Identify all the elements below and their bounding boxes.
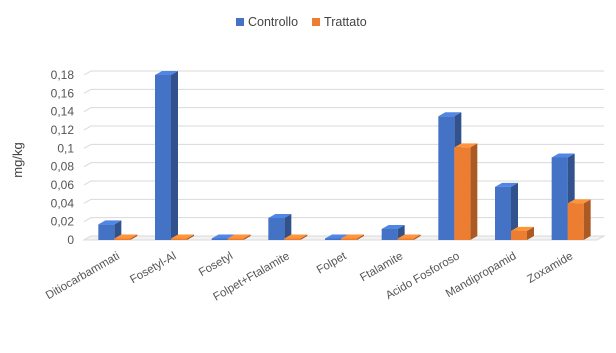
x-category-label: Fosetyl [197, 250, 235, 279]
bar-trattato [341, 234, 364, 240]
y-tick-label: 0 [67, 233, 74, 247]
y-tick-label: 0,06 [51, 178, 75, 192]
x-category-label: Zoxamide [525, 250, 575, 286]
bar-trattato [511, 226, 534, 240]
legend-label: Controllo [248, 15, 298, 29]
x-category-label: Ditiocarbammati [44, 250, 122, 302]
gridline [83, 217, 604, 223]
y-tick-label: 0,18 [51, 68, 75, 82]
x-axis-labels: Ditiocarbammati Fosetyl-Al FosetylFolpet+F… [44, 250, 575, 304]
y-tick-label: 0,1 [57, 141, 74, 155]
y-tick-label: 0,04 [51, 196, 75, 210]
bar-trattato [284, 234, 308, 240]
gridline [83, 125, 604, 131]
y-axis-title-group: mg/kg [10, 142, 25, 177]
legend-swatch [236, 18, 244, 26]
legend-swatch [312, 18, 321, 26]
gridline [83, 107, 604, 113]
y-tick-label: 0,16 [51, 86, 75, 100]
bar-controllo [155, 71, 178, 240]
gridline [83, 198, 604, 204]
bar-trattato [114, 234, 138, 240]
x-category-label: Folpet [315, 250, 349, 277]
bar-trattato [454, 143, 478, 240]
legend-label: Trattato [324, 15, 367, 29]
bar-controllo [98, 220, 122, 240]
bar-trattato [227, 234, 251, 240]
gridline [83, 88, 604, 94]
gridline [83, 143, 604, 149]
bar-controllo [268, 214, 292, 240]
y-tick-label: 0,08 [51, 160, 75, 174]
legend: Controllo Trattato [236, 15, 367, 29]
y-tick-label: 0,02 [51, 215, 75, 229]
x-category-label: Fosetyl-Al [128, 250, 178, 286]
gridline [83, 180, 604, 186]
y-tick-label: 0,14 [51, 105, 75, 119]
y-axis-title: mg/kg [10, 142, 25, 177]
bar-trattato [567, 199, 591, 240]
x-category-label: Ftalamite [358, 250, 405, 284]
bar-trattato [397, 234, 421, 240]
gridline [83, 162, 604, 168]
y-tick-label: 0,12 [51, 123, 75, 137]
bar-trattato [171, 234, 194, 240]
gridline [83, 70, 604, 76]
bars [98, 71, 591, 240]
y-axis-ticks: 0 0,02 0,04 0,06 0,08 0,1 0,12 0,14 0,16 0,18 [51, 68, 75, 247]
bar-controllo [495, 182, 518, 240]
